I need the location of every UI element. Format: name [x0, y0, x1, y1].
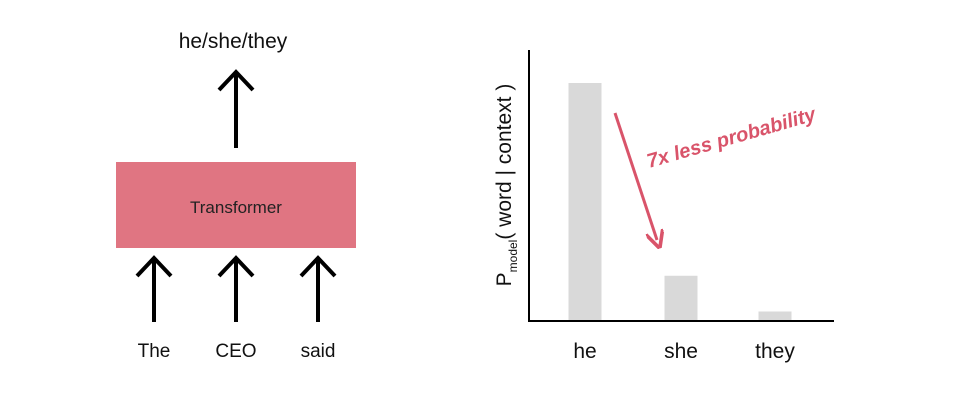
- y-label-rest: ( word | context ): [493, 84, 516, 240]
- annotation-label: 7x less probability: [644, 103, 819, 172]
- input-token-ceo: CEO: [215, 341, 256, 362]
- transformer-diagram: he/she/they Transformer The CEO said: [116, 30, 356, 362]
- bar-she: [664, 275, 698, 321]
- output-arrow-icon: [217, 69, 255, 148]
- bar-he: [568, 83, 602, 321]
- y-axis-label: Pmodel( word | context ): [493, 84, 520, 287]
- y-label-sub: model: [506, 240, 520, 273]
- input-arrow-icon: [217, 255, 255, 322]
- transformer-block: [116, 162, 356, 248]
- input-arrow-icon: [135, 255, 173, 322]
- x-tick-they: they: [755, 340, 795, 363]
- output-label: he/she/they: [179, 30, 288, 53]
- bars-group: [568, 83, 792, 321]
- input-arrow-icon: [299, 255, 337, 322]
- bar-they: [758, 311, 792, 321]
- x-tick-labels: he she they: [573, 340, 795, 363]
- transformer-label: Transformer: [190, 198, 282, 217]
- input-token-said: said: [301, 341, 336, 362]
- x-tick-she: she: [664, 340, 698, 363]
- probability-chart: he she they Pmodel( word | context ) 7x le…: [493, 50, 834, 363]
- input-token-the: The: [138, 341, 171, 362]
- x-tick-he: he: [573, 340, 596, 363]
- decrease-arrow: [613, 112, 657, 240]
- y-label-main: P: [493, 272, 516, 286]
